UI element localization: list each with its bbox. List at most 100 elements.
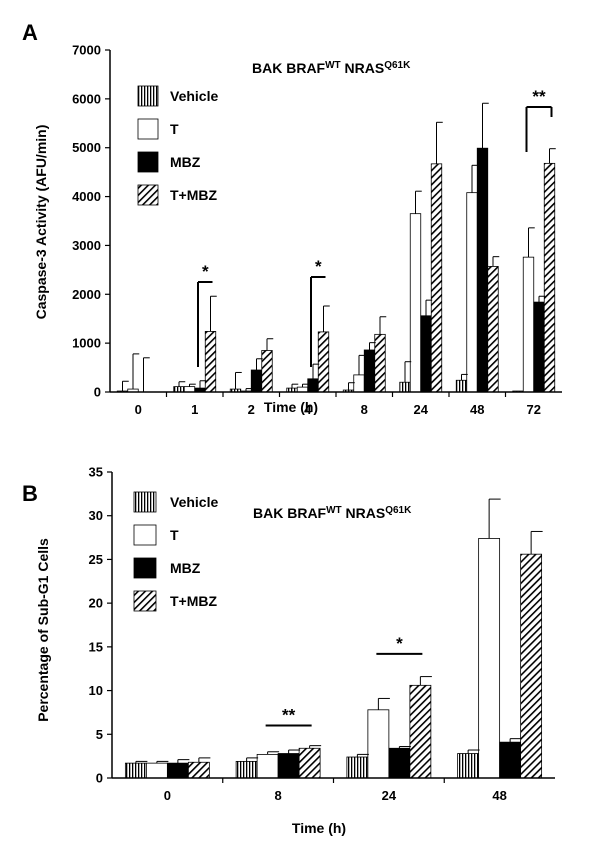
error-bar-t-48 [471,164,479,193]
bar-t-0 [145,762,168,779]
x-tick-label-4: 4 [304,402,312,417]
panel-b-title: BAK BRAFWT NRASQ61K [253,505,412,521]
legend-item-t: T [133,524,179,546]
legend-swatch-t-mbz [133,590,157,612]
legend-swatch-t-mbz [137,184,159,206]
error-bar-t-mbz-1 [210,295,217,332]
error-bar-t-mbz-24 [419,676,432,686]
panel-b-x-ticks: 0 8 24 48 [164,778,507,803]
error-bar-vehicle-0 [122,380,129,392]
y-tick-label-5000: 5000 [72,140,101,155]
legend-item-vehicle: Vehicle [133,491,218,513]
error-bar-vehicle-1 [178,381,186,387]
bar-t-24 [367,709,390,779]
error-bar-vehicle-8 [348,382,355,391]
bar-mbz-2 [250,369,263,393]
error-bar-t-mbz-48 [492,256,500,267]
bar-t-mbz-1 [204,331,217,393]
error-bar-mbz-8 [369,342,376,350]
bar-mbz-8 [277,753,300,779]
error-bar-mbz-24 [425,299,433,316]
panel-a-bars [116,147,556,393]
bar-t-mbz-48 [487,266,499,393]
error-bar-mbz-48 [482,102,489,149]
bar-t-mbz-8 [374,333,386,393]
error-bar-mbz-24 [398,746,411,749]
error-bar-vehicle-48 [467,749,480,754]
x-tick-label-8: 8 [361,402,368,417]
bar-vehicle-24 [399,381,411,393]
legend-item-t: T [137,118,179,140]
bar-t-72 [522,256,535,393]
error-bar-vehicle-4 [291,383,299,389]
error-bar-t-1 [189,383,196,387]
x-tick-label-2: 2 [248,402,255,417]
legend-label-mbz: MBZ [170,560,201,576]
y-tick-label-2000: 2000 [72,287,101,302]
error-bar-t-48 [488,498,501,539]
error-bar-t-mbz-2 [266,338,274,351]
error-bar-t-72 [528,227,535,258]
bar-mbz-8 [363,349,376,393]
x-tick-label-24: 24 [414,402,429,417]
bar-vehicle-48 [455,379,468,393]
panel-b-chart: B BAK BRAFWT NRASQ61K Time (h) Percentag… [22,465,555,836]
panel-b-label: B [22,481,38,506]
bar-vehicle-24 [346,756,369,779]
error-bar-t-mbz-4 [323,305,330,332]
legend-swatch-vehicle [137,85,159,107]
y-tick-label-7000: 7000 [72,43,101,58]
error-bar-vehicle-0 [135,760,148,764]
panel-a-error-bars [122,102,556,392]
significance-24: * [376,634,423,655]
legend-label-t: T [170,121,179,137]
error-bar-t-8 [358,354,366,375]
legend-swatch-mbz [137,151,159,173]
legend-swatch-vehicle [133,491,157,513]
y-tick-label-10: 10 [89,683,103,698]
panel-b-y-axis-label: Percentage of Sub-G1 Cells [35,538,51,722]
bar-vehicle-1 [173,386,185,393]
significance-star-label: * [315,257,322,276]
error-bar-t-0 [132,353,140,390]
bar-t-mbz-0 [187,761,210,779]
x-tick-label-48: 48 [470,402,484,417]
legend-swatch-mbz [133,557,157,579]
panel-b-error-bars [135,498,543,764]
error-bar-t-8 [267,751,280,755]
bar-vehicle-0 [124,762,147,779]
error-bar-t-24 [377,697,390,710]
bar-t-mbz-24 [430,163,443,393]
error-bar-t-mbz-0 [198,757,211,763]
y-tick-label-0: 0 [96,771,103,786]
panel-a-axes [109,50,562,393]
legend-label-vehicle: Vehicle [170,88,218,104]
legend-label-t: T [170,527,179,543]
significance-4: * [310,257,326,367]
y-tick-label-6000: 6000 [72,91,101,106]
y-tick-label-3000: 3000 [72,238,101,253]
legend-item-mbz: MBZ [133,557,201,579]
x-tick-label-8: 8 [275,788,282,803]
error-bar-t-mbz-48 [530,530,543,555]
bar-t-8 [256,753,279,779]
panel-a-significance: * *** [197,87,553,367]
legend-label-t-mbz: T+MBZ [170,187,218,203]
bar-mbz-48 [476,147,489,393]
error-bar-vehicle-2 [235,371,242,390]
bar-t-8 [353,374,365,393]
y-tick-label-0: 0 [94,385,101,400]
legend-label-vehicle: Vehicle [170,494,218,510]
bar-t-mbz-4 [317,331,330,393]
legend-swatch-t [133,524,157,546]
error-bar-t-24 [415,190,422,214]
significance-8: ** [265,706,312,727]
bar-t-24 [409,213,422,393]
y-tick-label-15: 15 [89,639,103,654]
error-bar-t-mbz-8 [379,316,387,335]
error-bar-t-mbz-72 [549,148,556,164]
x-tick-label-48: 48 [492,788,506,803]
panel-b-axes [111,472,555,779]
error-bar-t-mbz-8 [309,745,322,749]
